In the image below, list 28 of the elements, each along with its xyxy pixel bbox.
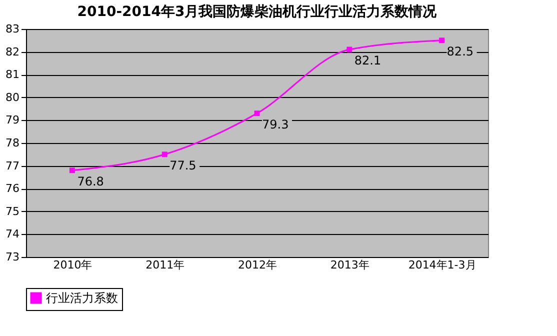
- y-tick-label: 80: [6, 90, 20, 104]
- data-label: 77.5: [170, 158, 196, 172]
- data-label: 82.1: [354, 54, 382, 68]
- x-tick-label: 2012年: [238, 258, 277, 272]
- y-tick-label: 83: [6, 22, 20, 36]
- y-tick-label: 75: [6, 204, 20, 218]
- y-tick-label: 74: [6, 228, 20, 241]
- y-tick-label: 76: [6, 182, 20, 196]
- data-label: 76.8: [77, 174, 104, 188]
- y-tick-label: 82: [6, 45, 20, 58]
- point: [254, 110, 260, 116]
- y-tick-label: 77: [6, 159, 20, 172]
- x-tick-label: 2011年: [146, 258, 185, 272]
- data-label: 82.5: [446, 44, 474, 58]
- y-tick-label: 81: [6, 68, 20, 82]
- point: [439, 38, 445, 44]
- y-tick-label: 79: [6, 114, 20, 127]
- data-label: 79.3: [262, 117, 289, 132]
- point: [162, 152, 168, 158]
- point: [69, 168, 75, 174]
- point: [346, 46, 352, 52]
- x-tick-label: 2013年: [330, 258, 370, 272]
- legend-label: 行业活力系数: [46, 291, 118, 305]
- x-tick-label: 2010年: [53, 258, 92, 272]
- chart-title: 2010-2014年3月我国防爆柴油机行业行业活力系数情况: [77, 3, 438, 20]
- y-tick-label: 73: [6, 250, 20, 264]
- y-tick-label: 78: [6, 136, 20, 150]
- x-tick-label: 2014年1-3月: [408, 258, 476, 272]
